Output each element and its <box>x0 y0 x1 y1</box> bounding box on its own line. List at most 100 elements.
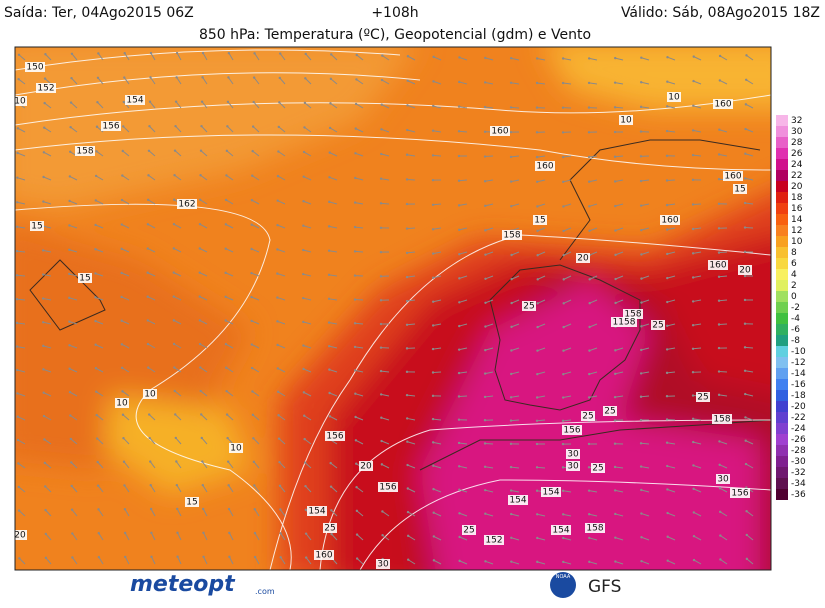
wind-head <box>484 253 487 256</box>
wind-head <box>199 174 202 177</box>
wind-arrow <box>16 298 26 301</box>
wind-head <box>148 100 152 103</box>
wind-arrow <box>745 393 754 397</box>
wind-arrow <box>511 371 520 375</box>
contour-label: 25 <box>523 302 534 312</box>
wind-arrow <box>69 297 78 301</box>
wind-arrow <box>278 414 286 421</box>
wind-head <box>327 249 331 252</box>
wind-head <box>743 250 747 254</box>
wind-arrow <box>251 367 260 373</box>
wind-head <box>510 205 513 208</box>
wind-head <box>405 251 409 255</box>
wind-arrow <box>667 105 676 109</box>
wind-arrow <box>356 486 364 493</box>
wind-head <box>666 56 669 59</box>
wind-head <box>94 248 97 251</box>
contour-label-box <box>359 461 373 471</box>
wind-head <box>150 531 153 535</box>
wind-arrow <box>97 77 104 85</box>
wind-arrow <box>746 510 754 517</box>
wind-head <box>94 343 97 346</box>
wind-arrow <box>18 463 26 469</box>
wind-arrow <box>254 508 260 517</box>
wind-arrow <box>746 558 754 565</box>
wind-arrow <box>121 224 130 229</box>
wind-head <box>304 77 307 80</box>
wind-arrow <box>122 126 130 133</box>
wind-head <box>405 227 409 230</box>
wind-head <box>510 301 513 305</box>
wind-arrow <box>251 248 260 253</box>
contour-label-box <box>651 320 665 330</box>
wind-arrow <box>174 414 182 421</box>
wind-head <box>719 534 722 537</box>
wind-arrow <box>70 415 78 421</box>
wind-arrow <box>329 127 338 133</box>
wind-head <box>304 532 308 535</box>
wind-arrow <box>305 485 312 493</box>
wind-arrow <box>693 275 702 278</box>
wind-head <box>666 535 669 538</box>
wind-arrow <box>253 101 260 109</box>
wind-arrow <box>278 126 286 133</box>
wind-arrow <box>124 556 130 565</box>
wind-arrow <box>69 344 78 349</box>
wind-head <box>278 460 281 464</box>
wind-arrow <box>147 223 156 229</box>
colorbar-label: -2 <box>791 303 800 313</box>
wind-head <box>509 57 513 60</box>
wind-arrow <box>381 440 390 445</box>
wind-arrow <box>641 323 650 327</box>
wind-head <box>70 508 74 511</box>
contour-label-box <box>490 126 510 136</box>
wind-arrow <box>18 510 26 517</box>
wind-arrow <box>406 227 416 230</box>
wind-arrow <box>173 272 182 277</box>
wind-arrow <box>589 82 598 85</box>
wind-head <box>535 489 539 492</box>
wind-arrow <box>150 52 156 61</box>
wind-arrow <box>175 125 182 133</box>
wind-arrow <box>97 461 104 469</box>
wind-head <box>484 560 487 563</box>
wind-head <box>353 369 357 372</box>
contour-label-box <box>591 463 605 473</box>
wind-head <box>614 536 617 539</box>
wind-arrow <box>407 441 416 445</box>
wind-arrow <box>277 248 286 253</box>
wind-head <box>172 342 176 346</box>
wind-arrow <box>511 275 520 280</box>
wind-head <box>173 366 176 369</box>
wind-arrow <box>615 251 624 256</box>
wind-head <box>381 534 384 537</box>
wind-head <box>614 253 617 257</box>
contour-label-box <box>566 449 580 459</box>
wind-arrow <box>69 368 78 373</box>
contour-label: 156 <box>102 122 119 132</box>
colorbar-label: -8 <box>791 336 800 346</box>
contour-label-box <box>484 535 504 545</box>
wind-head <box>379 299 383 302</box>
wind-head <box>250 223 253 226</box>
wind-arrow <box>718 299 728 302</box>
wind-arrow <box>562 419 572 422</box>
wind-arrow <box>693 323 702 326</box>
wind-arrow <box>589 395 598 398</box>
wind-arrow <box>124 52 130 61</box>
wind-head <box>224 295 227 298</box>
wind-head <box>640 512 643 515</box>
wind-head <box>639 179 643 183</box>
wind-arrow <box>537 251 546 256</box>
wind-arrow <box>432 203 442 206</box>
wind-head <box>279 532 282 535</box>
wind-arrow <box>279 485 286 493</box>
wind-arrow <box>511 347 520 351</box>
wind-head <box>665 129 669 133</box>
wind-head <box>639 155 643 158</box>
wind-arrow <box>745 103 754 109</box>
wind-head <box>146 247 149 250</box>
wind-arrow <box>356 534 364 541</box>
wind-head <box>123 52 126 55</box>
wind-head <box>639 204 643 207</box>
